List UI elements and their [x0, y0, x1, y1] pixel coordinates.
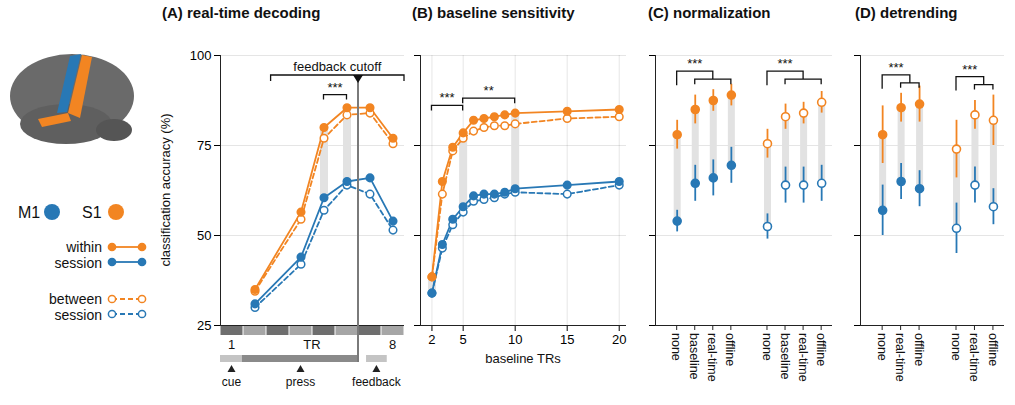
svg-text:50: 50 [197, 228, 211, 243]
svg-text:session: session [55, 307, 102, 323]
svg-text:cue: cue [222, 375, 242, 389]
svg-text:classification accuracy (%): classification accuracy (%) [158, 113, 173, 266]
svg-text:1: 1 [228, 337, 235, 352]
svg-text:none: none [949, 333, 963, 361]
html-text:(A) real-time decoding: (A) real-time decoding [162, 4, 321, 21]
svg-text:15: 15 [560, 332, 574, 347]
svg-text:real-time: real-time [893, 333, 907, 382]
svg-text:baseline TRs: baseline TRs [485, 351, 561, 366]
svg-text:baseline: baseline [778, 333, 792, 380]
svg-text:none: none [760, 333, 774, 361]
svg-text:10: 10 [508, 332, 522, 347]
svg-text:***: *** [327, 80, 342, 95]
svg-text:feedback: feedback [352, 375, 402, 389]
svg-text:5: 5 [460, 332, 467, 347]
svg-text:***: *** [888, 60, 903, 75]
svg-text:offline: offline [986, 333, 1000, 366]
svg-text:TR: TR [303, 337, 320, 352]
svg-text:none: none [669, 333, 683, 361]
svg-text:M1: M1 [18, 204, 40, 221]
svg-text:press: press [286, 375, 315, 389]
svg-text:75: 75 [197, 138, 211, 153]
svg-text:100: 100 [190, 48, 212, 63]
svg-text:offline: offline [912, 333, 926, 366]
svg-text:real-time: real-time [796, 333, 810, 382]
svg-text:***: *** [687, 56, 702, 71]
svg-text:S1: S1 [82, 204, 102, 221]
svg-text:25: 25 [197, 318, 211, 333]
svg-text:8: 8 [389, 337, 396, 352]
svg-text:none: none [875, 333, 889, 361]
svg-text:offline: offline [723, 333, 737, 366]
html-text:(C) normalization: (C) normalization [648, 4, 771, 21]
svg-text:real-time: real-time [705, 333, 719, 382]
svg-text:session: session [55, 255, 102, 271]
svg-text:within: within [65, 239, 102, 255]
svg-text:baseline: baseline [687, 333, 701, 380]
svg-text:between: between [49, 291, 102, 307]
svg-text:***: *** [962, 62, 977, 77]
svg-text:offline: offline [814, 333, 828, 366]
svg-text:**: ** [484, 83, 494, 98]
svg-text:2: 2 [428, 332, 435, 347]
svg-text:real-time: real-time [967, 333, 981, 382]
html-text:(B) baseline sensitivity: (B) baseline sensitivity [412, 4, 575, 21]
svg-text:***: *** [439, 90, 454, 105]
svg-text:***: *** [777, 56, 792, 71]
svg-text:feedback cutoff: feedback cutoff [293, 59, 381, 74]
svg-text:20: 20 [612, 332, 626, 347]
html-text:(D) detrending: (D) detrending [855, 4, 958, 21]
